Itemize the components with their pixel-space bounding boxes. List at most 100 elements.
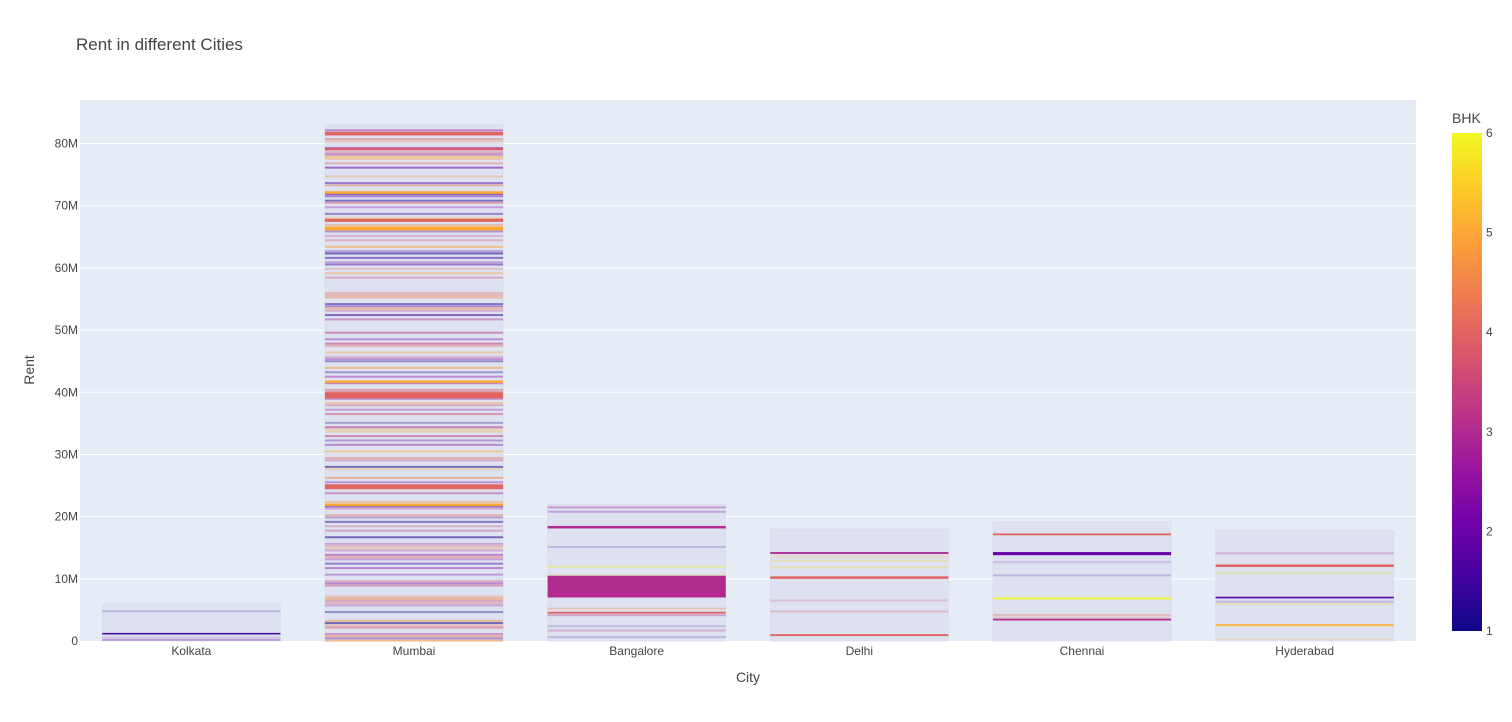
x-tick-label: Kolkata bbox=[171, 644, 211, 658]
bar-segment bbox=[324, 553, 504, 556]
bar-segment bbox=[324, 388, 504, 391]
bar-segment bbox=[324, 542, 504, 545]
bar-segment bbox=[324, 307, 504, 310]
bar-segment bbox=[324, 151, 504, 154]
bar-segment-highlight bbox=[324, 147, 504, 151]
bar-segment bbox=[324, 626, 504, 629]
bar-segment bbox=[324, 435, 504, 438]
bar-segment-highlight bbox=[324, 226, 504, 231]
chart-title: Rent in different Cities bbox=[76, 35, 243, 54]
gridlines bbox=[80, 143, 1416, 580]
bar-segment bbox=[102, 636, 281, 639]
bar-segment bbox=[324, 516, 504, 519]
bar-segment-highlight bbox=[1215, 564, 1394, 568]
bar-segment bbox=[324, 443, 504, 446]
bar-segment bbox=[324, 556, 504, 559]
bar-segment bbox=[324, 140, 504, 143]
bar-segment bbox=[324, 199, 504, 202]
bar-segment-highlight bbox=[547, 611, 726, 614]
bar-segment bbox=[324, 355, 504, 358]
bar-segment bbox=[324, 344, 504, 347]
colorbar-tick-label: 3 bbox=[1486, 425, 1493, 439]
bar-segment bbox=[324, 582, 504, 585]
bar-segment-highlight bbox=[324, 218, 504, 222]
bar-segment bbox=[324, 292, 504, 295]
bar-segment bbox=[324, 465, 504, 468]
bar-segment bbox=[324, 309, 504, 312]
bar-segment bbox=[324, 162, 504, 165]
bar-segment bbox=[324, 195, 504, 198]
bar-segment bbox=[324, 639, 504, 642]
bar-segment-highlight bbox=[324, 392, 504, 399]
bar-segment bbox=[324, 600, 504, 603]
colorbar-title: BHK bbox=[1452, 110, 1481, 126]
bar-segment bbox=[324, 331, 504, 334]
bar-segment bbox=[324, 296, 504, 299]
bar-segment bbox=[324, 239, 504, 242]
colorbar-tick-label: 5 bbox=[1486, 226, 1493, 240]
bar-segment bbox=[324, 250, 504, 253]
bar-segment bbox=[324, 294, 504, 297]
bar-segment bbox=[324, 217, 504, 220]
bar-segment bbox=[324, 580, 504, 583]
colorbar-tick-label: 2 bbox=[1486, 524, 1493, 538]
bar-segment bbox=[324, 439, 504, 442]
bar-segment-highlight bbox=[992, 552, 1172, 556]
bar-segment bbox=[324, 261, 504, 264]
bar-segment bbox=[324, 175, 504, 178]
bar-segment bbox=[324, 595, 504, 598]
bar-segment bbox=[324, 402, 504, 405]
bar-segment bbox=[1215, 552, 1394, 555]
bars bbox=[102, 124, 1394, 642]
bar-segment bbox=[324, 635, 504, 638]
bar-segment bbox=[547, 506, 726, 509]
y-tick-label: 70M bbox=[55, 199, 78, 213]
bar-segment bbox=[324, 520, 504, 523]
bar-hyderabad bbox=[1215, 530, 1394, 642]
bar-segment bbox=[324, 366, 504, 369]
bar-segment-highlight bbox=[992, 597, 1172, 600]
bar-segment bbox=[324, 382, 504, 385]
y-tick-label: 40M bbox=[55, 385, 78, 399]
bar-segment bbox=[324, 234, 504, 237]
x-tick-label: Delhi bbox=[846, 644, 873, 658]
bar-segment bbox=[324, 426, 504, 429]
bar-segment-highlight bbox=[1215, 624, 1394, 626]
bar-segment bbox=[1215, 638, 1394, 641]
bar-mumbai bbox=[324, 124, 504, 642]
bar-segment bbox=[324, 223, 504, 226]
bar-segment bbox=[992, 574, 1172, 577]
y-tick-label: 50M bbox=[55, 323, 78, 337]
bar-segment bbox=[324, 507, 504, 510]
bar-segment bbox=[324, 212, 504, 215]
x-axis-title: City bbox=[736, 669, 760, 685]
bar-segment bbox=[324, 146, 504, 149]
bar-segment bbox=[324, 573, 504, 576]
bar-segment bbox=[324, 342, 504, 345]
bar bbox=[1215, 530, 1394, 642]
bar-segment-highlight bbox=[324, 380, 504, 383]
bar-segment bbox=[324, 201, 504, 204]
bar-segment-highlight bbox=[324, 131, 504, 136]
x-ticks: Kolkata Mumbai Bangalore Delhi Chennai Hydera… bbox=[171, 644, 1334, 658]
bar-segment bbox=[547, 607, 726, 610]
bar-segment bbox=[547, 625, 726, 628]
bar-segment bbox=[324, 351, 504, 354]
bar-segment bbox=[324, 421, 504, 424]
bar-segment-highlight bbox=[102, 632, 281, 635]
bar-segment bbox=[324, 457, 504, 460]
bar-segment bbox=[324, 428, 504, 431]
x-tick-label: Bangalore bbox=[609, 644, 664, 658]
bar-segment bbox=[992, 614, 1172, 616]
bar-segment bbox=[324, 358, 504, 361]
bar-segment-highlight bbox=[770, 634, 949, 637]
bar-segment bbox=[324, 153, 504, 156]
bar-segment bbox=[324, 182, 504, 185]
bar-segment bbox=[324, 252, 504, 255]
bar-segment bbox=[324, 624, 504, 627]
bar-segment bbox=[992, 616, 1172, 619]
bar bbox=[992, 521, 1172, 642]
y-tick-label: 30M bbox=[55, 447, 78, 461]
bar-segment bbox=[324, 619, 504, 622]
bar-segment bbox=[324, 597, 504, 600]
